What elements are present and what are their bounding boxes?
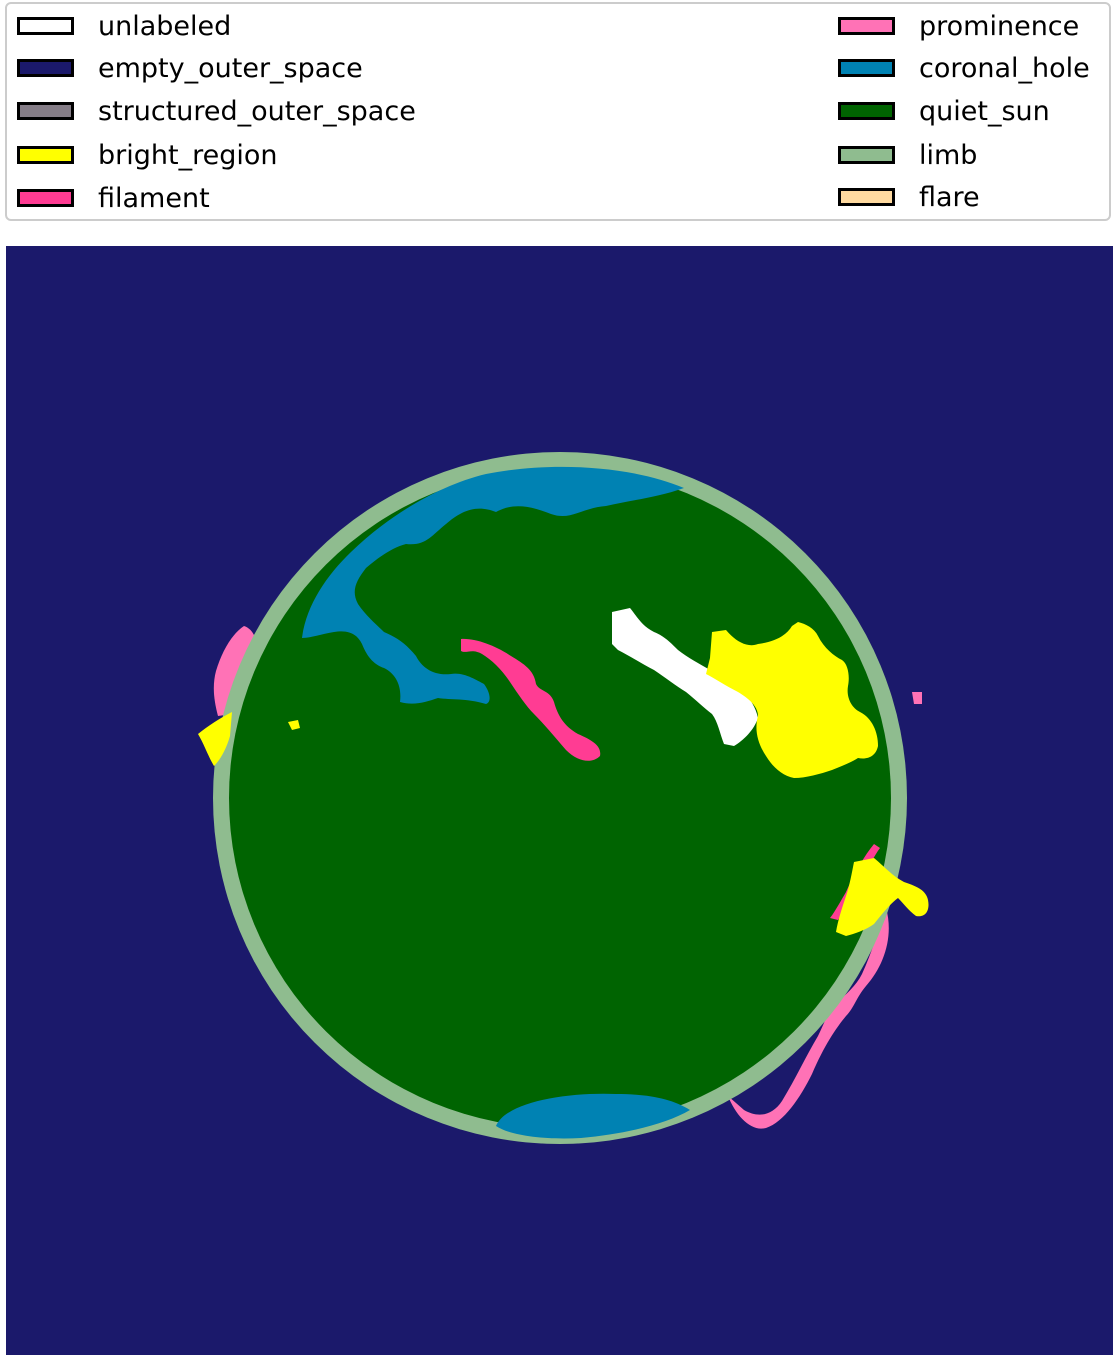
- segmentation-svg: [6, 246, 1113, 1355]
- bright-region-northeast: [706, 622, 878, 778]
- swatch-bright-region: [17, 146, 74, 164]
- legend-label: filament: [98, 182, 210, 214]
- bright-region-spot: [288, 720, 300, 730]
- swatch-prominence: [838, 17, 895, 35]
- unlabeled-region: [612, 608, 758, 746]
- legend-label: bright_region: [98, 139, 278, 171]
- legend-item-filament: filament: [17, 182, 210, 214]
- legend-label: quiet_sun: [919, 95, 1050, 127]
- segmentation-map: [6, 246, 1113, 1355]
- legend-item-limb: limb: [838, 139, 978, 171]
- legend-label: coronal_hole: [919, 52, 1090, 84]
- filament-central: [461, 638, 601, 761]
- quiet-sun-disk: [229, 468, 891, 1128]
- legend-label: unlabeled: [98, 10, 232, 42]
- legend-item-bright-region: bright_region: [17, 139, 278, 171]
- legend-item-flare: flare: [838, 181, 980, 213]
- swatch-coronal-hole: [838, 59, 895, 77]
- legend-item-coronal-hole: coronal_hole: [838, 52, 1090, 84]
- legend-item-empty-outer-space: empty_outer_space: [17, 52, 363, 84]
- legend-item-unlabeled: unlabeled: [17, 10, 232, 42]
- prominence-left: [213, 626, 257, 716]
- swatch-empty-outer-space: [17, 59, 74, 77]
- legend-label: structured_outer_space: [98, 95, 416, 127]
- legend-label: flare: [919, 181, 980, 213]
- coronal-hole-south: [496, 1093, 690, 1139]
- swatch-flare: [838, 188, 895, 206]
- swatch-quiet-sun: [838, 102, 895, 120]
- swatch-filament: [17, 189, 74, 207]
- legend-label: limb: [919, 139, 978, 171]
- legend-label: prominence: [919, 10, 1080, 42]
- swatch-unlabeled: [17, 17, 74, 35]
- legend-item-prominence: prominence: [838, 10, 1080, 42]
- prominence-right-small: [912, 692, 922, 704]
- legend-label: empty_outer_space: [98, 52, 363, 84]
- swatch-structured-outer-space: [17, 102, 74, 120]
- legend-item-structured-outer-space: structured_outer_space: [17, 95, 416, 127]
- bright-region-west-limb: [198, 712, 232, 766]
- legend-item-quiet-sun: quiet_sun: [838, 95, 1050, 127]
- coronal-hole-north: [302, 466, 684, 704]
- swatch-limb: [838, 146, 895, 164]
- legend: unlabeled empty_outer_space structured_o…: [5, 2, 1111, 221]
- bright-region-right-edge: [836, 858, 929, 936]
